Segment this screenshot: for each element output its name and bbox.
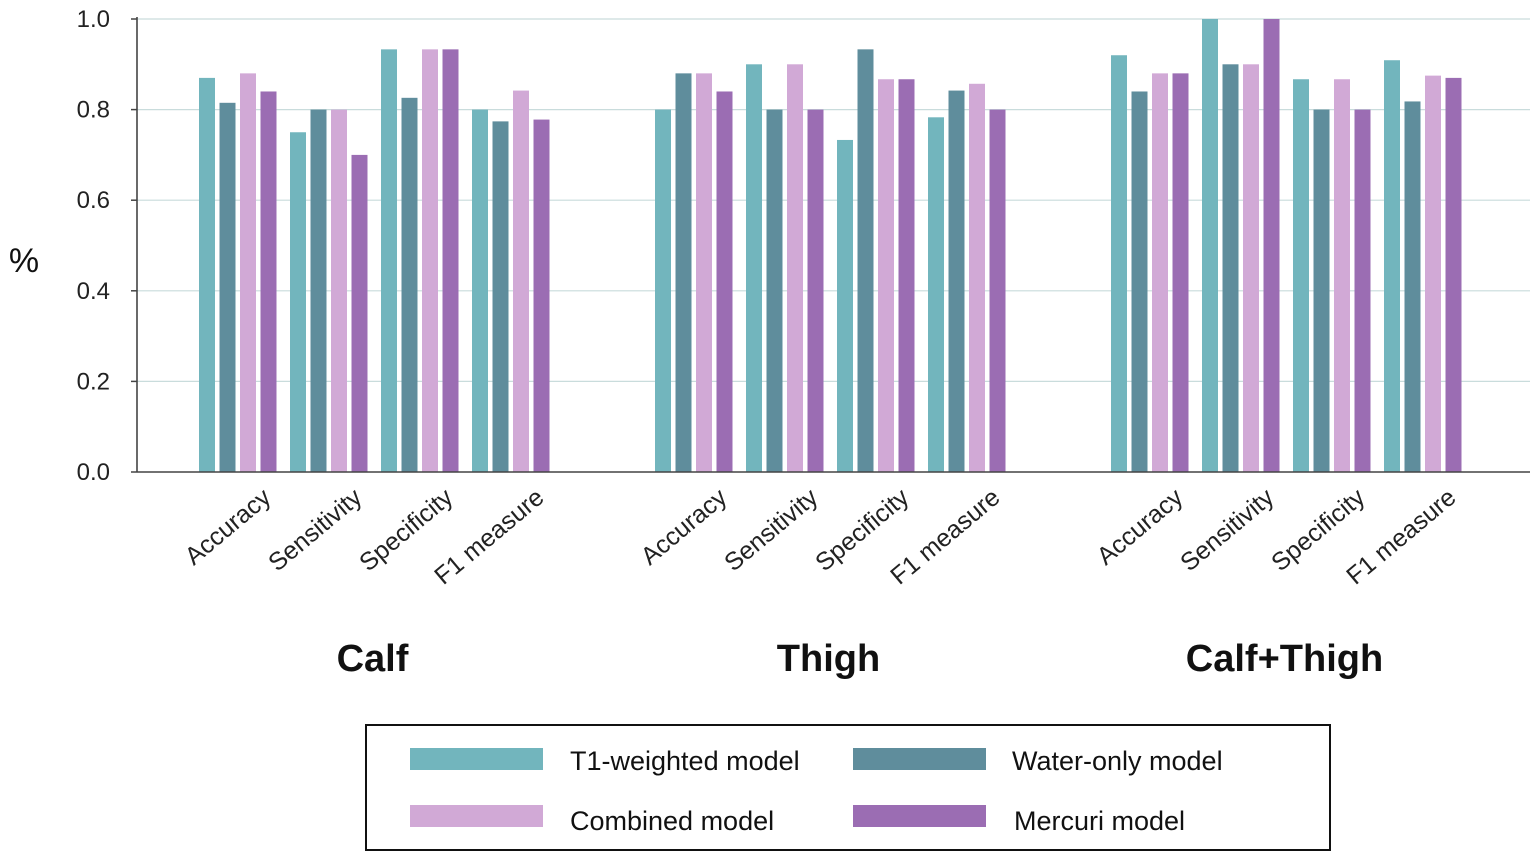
bar-calf-f1-measure-combined-model xyxy=(513,90,529,472)
bar-thigh-sensitivity-combined-model xyxy=(787,64,803,473)
bar-calf-sensitivity-mercuri-model xyxy=(351,154,368,472)
bar-calf-thigh-specificity-water-only-model xyxy=(1313,109,1330,472)
bar-calf-specificity-combined-model xyxy=(422,49,438,472)
bar-calf-thigh-accuracy-water-only-model xyxy=(1131,91,1148,472)
legend-swatch-water-only-model xyxy=(853,748,986,770)
bar-calf-specificity-t1-weighted-model xyxy=(381,49,397,472)
bar-calf-thigh-f1-measure-t1-weighted-model xyxy=(1384,60,1400,473)
bar-calf-thigh-sensitivity-water-only-model xyxy=(1222,64,1239,473)
bar-thigh-specificity-water-only-model xyxy=(857,49,874,472)
bar-calf-sensitivity-t1-weighted-model xyxy=(290,132,306,472)
legend-swatch-t1-weighted-model xyxy=(410,748,543,770)
bar-calf-thigh-specificity-t1-weighted-model xyxy=(1293,79,1309,473)
bar-calf-thigh-specificity-combined-model xyxy=(1334,79,1350,473)
legend-label-water-only-model: Water-only model xyxy=(1012,746,1223,776)
bar-calf-thigh-sensitivity-t1-weighted-model xyxy=(1202,19,1218,472)
bar-calf-f1-measure-water-only-model xyxy=(492,121,509,473)
bar-thigh-accuracy-water-only-model xyxy=(675,73,692,473)
category-label-calf-accuracy: Accuracy xyxy=(180,483,277,571)
bar-thigh-accuracy-mercuri-model xyxy=(716,91,733,472)
bar-calf-thigh-sensitivity-combined-model xyxy=(1243,64,1259,473)
legend-label-t1-weighted-model: T1-weighted model xyxy=(570,746,800,776)
bar-thigh-sensitivity-water-only-model xyxy=(766,109,783,472)
bar-thigh-sensitivity-t1-weighted-model xyxy=(746,64,762,473)
bar-thigh-f1-measure-water-only-model xyxy=(948,90,965,472)
y-tick-label: 0.6 xyxy=(77,187,110,214)
category-label-thigh-accuracy: Accuracy xyxy=(636,483,733,571)
bar-calf-thigh-specificity-mercuri-model xyxy=(1354,109,1371,472)
legend-box xyxy=(365,724,1331,851)
bar-calf-specificity-mercuri-model xyxy=(442,49,459,472)
bar-calf-accuracy-water-only-model xyxy=(219,102,236,473)
legend-label-mercuri-model: Mercuri model xyxy=(1014,806,1185,836)
y-tick-label: 1.0 xyxy=(77,6,110,33)
bar-calf-thigh-f1-measure-combined-model xyxy=(1425,75,1441,472)
bar-calf-accuracy-t1-weighted-model xyxy=(199,77,215,472)
bar-thigh-specificity-combined-model xyxy=(878,79,894,473)
y-tick-labels: 0.0 0.2 0.4 0.6 0.8 1.0 xyxy=(77,6,137,486)
bar-calf-f1-measure-mercuri-model xyxy=(533,119,550,472)
bar-thigh-specificity-mercuri-model xyxy=(898,79,915,473)
bar-calf-sensitivity-combined-model xyxy=(331,109,347,472)
category-label-calf-thigh-accuracy: Accuracy xyxy=(1092,483,1189,571)
bars xyxy=(199,19,1462,473)
bar-thigh-accuracy-t1-weighted-model xyxy=(655,109,671,472)
group-label-calf: Calf xyxy=(337,638,409,680)
group-label-calf-thigh: Calf+Thigh xyxy=(1186,638,1383,680)
bar-calf-thigh-f1-measure-water-only-model xyxy=(1404,101,1421,473)
bar-thigh-f1-measure-combined-model xyxy=(969,83,985,473)
bar-calf-accuracy-combined-model xyxy=(240,73,256,473)
bar-thigh-f1-measure-t1-weighted-model xyxy=(928,117,944,473)
bar-thigh-accuracy-combined-model xyxy=(696,73,712,473)
legend-swatch-combined-model xyxy=(410,805,543,827)
bar-calf-f1-measure-t1-weighted-model xyxy=(472,109,488,472)
legend-swatch-mercuri-model xyxy=(853,805,986,827)
bar-calf-specificity-water-only-model xyxy=(401,97,418,473)
bar-calf-thigh-accuracy-t1-weighted-model xyxy=(1111,55,1127,473)
y-tick-label: 0.0 xyxy=(77,459,110,486)
bar-thigh-f1-measure-mercuri-model xyxy=(989,109,1006,472)
bar-calf-sensitivity-water-only-model xyxy=(310,109,327,472)
bar-calf-thigh-accuracy-mercuri-model xyxy=(1172,73,1189,473)
bar-calf-thigh-accuracy-combined-model xyxy=(1152,73,1168,473)
bar-calf-thigh-sensitivity-mercuri-model xyxy=(1263,19,1280,472)
legend-label-combined-model: Combined model xyxy=(570,806,774,836)
bar-calf-thigh-f1-measure-mercuri-model xyxy=(1445,77,1462,472)
y-tick-label: 0.4 xyxy=(77,278,110,305)
bar-thigh-sensitivity-mercuri-model xyxy=(807,109,824,472)
category-label-thigh-sensitivity: Sensitivity xyxy=(719,483,824,577)
category-label-calf-thigh-sensitivity: Sensitivity xyxy=(1175,483,1280,577)
y-tick-label: 0.8 xyxy=(77,97,110,124)
y-tick-label: 0.2 xyxy=(77,368,110,395)
group-label-thigh: Thigh xyxy=(777,638,880,680)
group-labels: Calf Thigh Calf+Thigh xyxy=(337,638,1384,680)
legend: T1-weighted model Water-only model Combine… xyxy=(365,724,1331,851)
bar-calf-accuracy-mercuri-model xyxy=(260,91,277,472)
category-label-calf-sensitivity: Sensitivity xyxy=(263,483,368,577)
y-axis-label: % xyxy=(9,242,39,280)
axes xyxy=(136,17,1530,473)
bar-thigh-specificity-t1-weighted-model xyxy=(837,139,853,473)
